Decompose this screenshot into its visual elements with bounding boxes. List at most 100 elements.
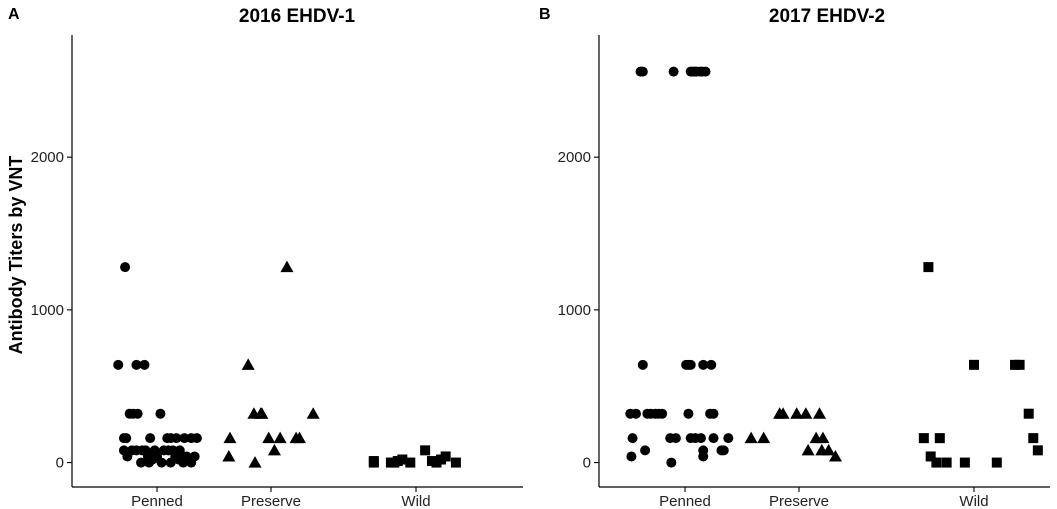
panel-title-b: 2017 EHDV-2 bbox=[769, 6, 885, 27]
data-point-penned bbox=[139, 359, 150, 370]
y-tick-label: 0 bbox=[56, 455, 64, 472]
data-point-wild bbox=[368, 457, 379, 468]
data-point-penned bbox=[700, 66, 711, 77]
data-point-wild bbox=[969, 359, 979, 370]
data-point-penned bbox=[186, 457, 197, 468]
data-point-wild bbox=[1023, 408, 1034, 419]
data-point-preserve bbox=[293, 431, 306, 444]
ticks-b: 0 1000 2000 Penned Preserve Wild bbox=[558, 149, 989, 509]
ticks-a: 0 1000 2000 Penned Preserve Wild bbox=[31, 149, 431, 509]
marks-a bbox=[113, 260, 461, 468]
data-point-penned bbox=[706, 359, 717, 370]
data-point-penned bbox=[683, 408, 694, 419]
y-axis-label: Antibody Titers by VNT bbox=[6, 156, 26, 355]
data-point-penned bbox=[637, 359, 648, 370]
marks-b bbox=[625, 66, 1043, 468]
data-point-penned bbox=[122, 451, 133, 462]
panel-letter-b: B bbox=[539, 6, 551, 23]
data-point-penned bbox=[162, 433, 173, 444]
x-tick-label: Preserve bbox=[769, 493, 829, 509]
y-tick-label: 2000 bbox=[31, 149, 64, 166]
data-point-wild bbox=[420, 445, 431, 456]
data-point-preserve bbox=[267, 443, 281, 456]
y-tick-label: 0 bbox=[583, 455, 591, 472]
data-point-wild bbox=[1032, 445, 1043, 456]
data-point-penned bbox=[144, 457, 155, 468]
data-point-wild bbox=[1014, 359, 1025, 370]
data-point-wild bbox=[923, 262, 934, 273]
data-point-wild bbox=[397, 454, 408, 465]
data-point-wild bbox=[941, 457, 952, 468]
data-point-preserve bbox=[248, 456, 262, 468]
data-point-wild bbox=[934, 433, 945, 444]
data-point-penned bbox=[178, 457, 189, 468]
data-point-preserve bbox=[306, 407, 320, 419]
data-point-preserve bbox=[822, 443, 836, 456]
data-point-penned bbox=[191, 433, 202, 444]
data-point-penned bbox=[657, 408, 668, 419]
data-point-preserve bbox=[828, 449, 842, 462]
data-point-penned bbox=[165, 457, 176, 468]
data-point-penned bbox=[640, 445, 651, 456]
data-point-penned bbox=[113, 359, 124, 370]
data-point-penned bbox=[718, 445, 729, 456]
data-point-penned bbox=[630, 408, 641, 419]
data-point-preserve bbox=[799, 407, 813, 419]
x-tick-label: Penned bbox=[131, 493, 183, 509]
data-point-penned bbox=[155, 408, 166, 419]
data-point-wild bbox=[918, 433, 929, 444]
data-point-penned bbox=[708, 433, 719, 444]
panel-b: B 2017 EHDV-2 0 1000 2000 Penned Preserve Wil… bbox=[539, 6, 1050, 509]
data-point-preserve bbox=[255, 407, 269, 419]
data-point-penned bbox=[666, 457, 677, 468]
data-point-wild bbox=[991, 457, 1002, 468]
data-point-wild bbox=[440, 451, 451, 462]
panel-letter-a: A bbox=[8, 6, 20, 23]
data-point-penned bbox=[121, 433, 132, 444]
data-point-penned bbox=[131, 359, 142, 370]
data-point-preserve bbox=[262, 431, 276, 444]
data-point-preserve bbox=[280, 260, 294, 273]
data-point-preserve bbox=[757, 431, 771, 444]
data-point-preserve bbox=[813, 407, 827, 419]
y-tick-label: 1000 bbox=[31, 302, 64, 319]
data-point-preserve bbox=[801, 443, 815, 456]
x-tick-label: Penned bbox=[659, 493, 711, 509]
data-point-wild bbox=[1028, 433, 1039, 444]
data-point-penned bbox=[171, 433, 182, 444]
data-point-preserve bbox=[816, 431, 830, 444]
data-point-penned bbox=[723, 433, 734, 444]
data-point-wild bbox=[931, 457, 942, 468]
data-point-penned bbox=[685, 359, 696, 370]
data-point-preserve bbox=[241, 358, 255, 370]
x-tick-label: Preserve bbox=[241, 493, 301, 509]
data-point-wild bbox=[405, 457, 416, 468]
data-point-penned bbox=[668, 66, 679, 77]
data-point-penned bbox=[120, 262, 131, 273]
data-point-penned bbox=[179, 433, 190, 444]
data-point-penned bbox=[156, 457, 167, 468]
data-point-penned bbox=[695, 433, 706, 444]
data-point-wild bbox=[925, 451, 936, 462]
data-point-wild bbox=[959, 457, 970, 468]
data-point-penned bbox=[708, 408, 719, 419]
data-point-penned bbox=[670, 433, 681, 444]
data-point-preserve bbox=[273, 431, 287, 444]
panel-a: A 2016 EHDV-1 0 1000 2000 Penned Preserve Wil… bbox=[8, 6, 523, 509]
data-point-preserve bbox=[744, 431, 758, 444]
data-point-penned bbox=[136, 457, 147, 468]
data-point-penned bbox=[698, 451, 709, 462]
data-point-preserve bbox=[223, 431, 237, 444]
data-point-penned bbox=[698, 359, 709, 370]
data-point-penned bbox=[626, 451, 637, 462]
data-point-preserve bbox=[790, 407, 804, 419]
data-point-penned bbox=[145, 433, 156, 444]
y-tick-label: 2000 bbox=[558, 149, 591, 166]
data-point-preserve bbox=[222, 449, 236, 462]
y-tick-label: 1000 bbox=[558, 302, 591, 319]
data-point-penned bbox=[132, 408, 143, 419]
x-tick-label: Wild bbox=[959, 493, 988, 509]
data-point-penned bbox=[627, 433, 638, 444]
data-point-wild bbox=[450, 457, 461, 468]
